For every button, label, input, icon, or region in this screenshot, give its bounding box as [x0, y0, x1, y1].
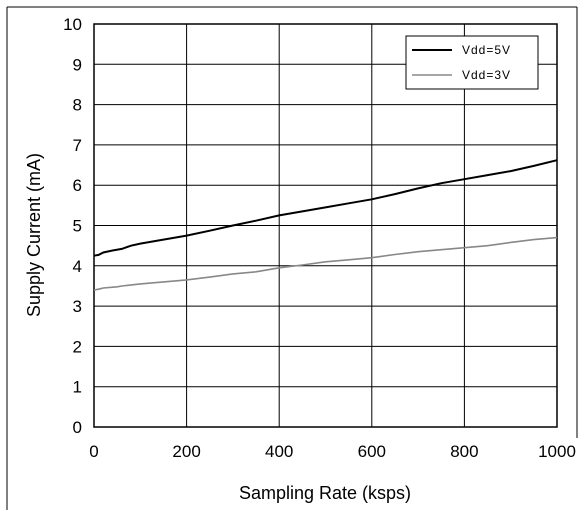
x-tick-labels: 0 200 400 600 800 1000 — [89, 442, 576, 461]
series-line-vdd-5v — [93, 159, 558, 257]
x-tick-label: 1000 — [538, 442, 576, 461]
legend-label-vdd5: Vdd=5V — [462, 43, 511, 57]
x-tick-label: 600 — [358, 442, 386, 461]
plot-area — [93, 23, 558, 428]
legend-label-vdd3: Vdd=3V — [462, 68, 511, 82]
series-line-vdd-3v — [93, 236, 558, 291]
y-tick-label: 4 — [73, 257, 82, 276]
y-tick-label: 9 — [73, 55, 82, 74]
y-tick-label: 0 — [73, 418, 82, 437]
y-tick-label: 8 — [73, 96, 82, 115]
x-tick-label: 200 — [172, 442, 200, 461]
legend: Vdd=5V Vdd=3V — [405, 35, 539, 90]
y-axis-title: Supply Current (mA) — [24, 153, 44, 317]
y-tick-label: 6 — [73, 176, 82, 195]
series-lines — [93, 159, 558, 291]
x-tick-label: 800 — [450, 442, 478, 461]
y-tick-label: 10 — [63, 15, 82, 34]
x-axis-title: Sampling Rate (ksps) — [239, 483, 411, 503]
y-tick-label: 5 — [73, 217, 82, 236]
y-tick-labels: 0 1 2 3 4 5 6 7 8 9 10 — [63, 15, 82, 437]
y-tick-label: 7 — [73, 136, 82, 155]
y-tick-label: 2 — [73, 337, 82, 356]
y-tick-label: 3 — [73, 297, 82, 316]
x-tick-label: 400 — [265, 442, 293, 461]
y-tick-label: 1 — [73, 378, 82, 397]
legend-box — [405, 35, 539, 90]
x-tick-label: 0 — [89, 442, 98, 461]
